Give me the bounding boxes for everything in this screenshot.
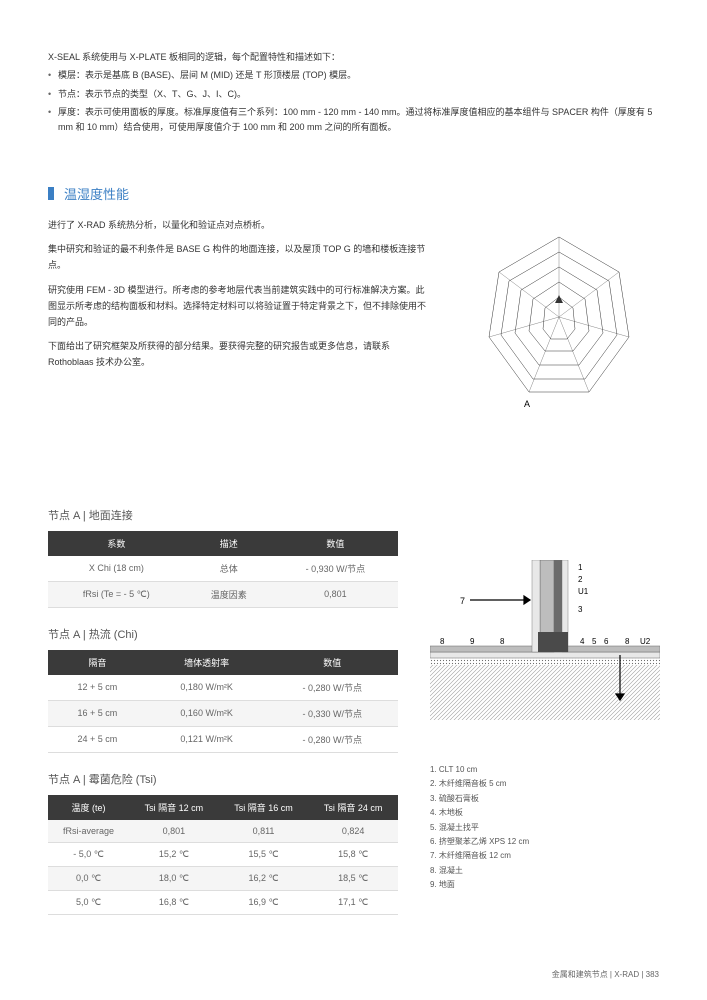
table-row: 12 + 5 cm0,180 W/m²K- 0,280 W/节点 bbox=[48, 675, 398, 701]
paragraph: 下面给出了研究框架及所获得的部分结果。要获得完整的研究报告或更多信息，请联系 R… bbox=[48, 338, 429, 370]
intro-bullet: 模层：表示是基底 B (BASE)、层间 M (MID) 还是 T 形顶楼层 (… bbox=[48, 68, 659, 82]
svg-text:4: 4 bbox=[580, 637, 585, 646]
legend-item: 9. 地面 bbox=[430, 878, 660, 892]
table-row: 24 + 5 cm0,121 W/m²K- 0,280 W/节点 bbox=[48, 726, 398, 752]
svg-text:8: 8 bbox=[500, 637, 505, 646]
table-row: 0,0 ℃18,0 ℃16,2 ℃18,5 ℃ bbox=[48, 866, 398, 890]
legend-item: 6. 挤塑聚苯乙烯 XPS 12 cm bbox=[430, 835, 660, 849]
section-svg: 7 1 2 U1 3 8 9 8 4 5 6 8 U2 bbox=[430, 560, 660, 740]
legend: 1. CLT 10 cm 2. 木纤维隔音板 5 cm 3. 硫酸石膏板 4. … bbox=[430, 763, 660, 893]
legend-item: 4. 木地板 bbox=[430, 806, 660, 820]
table-chi: 隔音 墙体透射率 数值 12 + 5 cm0,180 W/m²K- 0,280 … bbox=[48, 650, 398, 753]
page-footer: 金属和建筑节点 | X-RAD | 383 bbox=[552, 969, 659, 980]
svg-text:6: 6 bbox=[604, 637, 609, 646]
paragraph: 集中研究和验证的最不利条件是 BASE G 构件的地面连接，以及屋顶 TOP G… bbox=[48, 241, 429, 273]
svg-text:8: 8 bbox=[440, 637, 445, 646]
poly-label-a: A bbox=[524, 399, 530, 409]
table-row: X Chi (18 cm) 总体 - 0,930 W/节点 bbox=[48, 556, 398, 582]
th: 隔音 bbox=[48, 650, 147, 675]
section-title-text: 温湿度性能 bbox=[64, 184, 129, 203]
polygon-diagram: A bbox=[459, 217, 659, 417]
svg-text:7: 7 bbox=[460, 596, 465, 606]
svg-text:9: 9 bbox=[470, 637, 475, 646]
intro-line: X-SEAL 系统使用与 X-PLATE 板相同的逻辑，每个配置特性和描述如下： bbox=[48, 50, 659, 64]
intro-bullet: 厚度：表示可使用面板的厚度。标准厚度值有三个系列：100 mm - 120 mm… bbox=[48, 105, 659, 134]
section-title: 温湿度性能 bbox=[48, 184, 659, 203]
intro-block: X-SEAL 系统使用与 X-PLATE 板相同的逻辑，每个配置特性和描述如下：… bbox=[48, 50, 659, 134]
paragraph: 研究使用 FEM - 3D 模型进行。所考虑的参考地层代表当前建筑实践中的可行标… bbox=[48, 282, 429, 331]
th: Tsi 隔音 16 cm bbox=[219, 795, 309, 820]
th: 数值 bbox=[273, 531, 398, 556]
th: 墙体透射率 bbox=[147, 650, 267, 675]
table-coefficients: 系数 描述 数值 X Chi (18 cm) 总体 - 0,930 W/节点 f… bbox=[48, 531, 398, 608]
legend-item: 3. 硫酸石膏板 bbox=[430, 792, 660, 806]
svg-text:1: 1 bbox=[578, 563, 583, 572]
table-row: 16 + 5 cm0,160 W/m²K- 0,330 W/节点 bbox=[48, 700, 398, 726]
paragraph: 进行了 X-RAD 系统热分析，以量化和验证点对点桥析。 bbox=[48, 217, 429, 233]
th: 温度 (te) bbox=[48, 795, 129, 820]
th: 系数 bbox=[48, 531, 185, 556]
th: Tsi 隔音 12 cm bbox=[129, 795, 219, 820]
title-bar-icon bbox=[48, 187, 54, 200]
text-column: 进行了 X-RAD 系统热分析，以量化和验证点对点桥析。 集中研究和验证的最不利… bbox=[48, 217, 429, 417]
svg-text:5: 5 bbox=[592, 637, 597, 646]
legend-item: 7. 木纤维隔音板 12 cm bbox=[430, 849, 660, 863]
two-col-row: 进行了 X-RAD 系统热分析，以量化和验证点对点桥析。 集中研究和验证的最不利… bbox=[48, 217, 659, 417]
sub-title: 节点 A | 地面连接 bbox=[48, 507, 659, 523]
table-row: fRsi (Te = - 5 ℃) 温度因素 0,801 bbox=[48, 581, 398, 607]
svg-text:U2: U2 bbox=[640, 637, 651, 646]
table-tsi: 温度 (te) Tsi 隔音 12 cm Tsi 隔音 16 cm Tsi 隔音… bbox=[48, 795, 398, 915]
svg-text:U1: U1 bbox=[578, 587, 589, 596]
polygon-svg: A bbox=[469, 217, 649, 417]
th: Tsi 隔音 24 cm bbox=[308, 795, 398, 820]
table-row: - 5,0 ℃15,2 ℃15,5 ℃15,8 ℃ bbox=[48, 842, 398, 866]
th: 数值 bbox=[267, 650, 398, 675]
legend-item: 5. 混凝土找平 bbox=[430, 821, 660, 835]
th: 描述 bbox=[185, 531, 273, 556]
table-row: 5,0 ℃16,8 ℃16,9 ℃17,1 ℃ bbox=[48, 890, 398, 914]
section-diagram: 7 1 2 U1 3 8 9 8 4 5 6 8 U2 1. CLT 10 cm… bbox=[430, 560, 660, 893]
legend-item: 1. CLT 10 cm bbox=[430, 763, 660, 777]
svg-text:3: 3 bbox=[578, 605, 583, 614]
svg-text:8: 8 bbox=[625, 637, 630, 646]
svg-text:2: 2 bbox=[578, 575, 583, 584]
legend-item: 8. 混凝土 bbox=[430, 864, 660, 878]
legend-item: 2. 木纤维隔音板 5 cm bbox=[430, 777, 660, 791]
intro-bullet: 节点：表示节点的类型（X、T、G、J、I、C)。 bbox=[48, 87, 659, 101]
table-row: fRsi-average0,8010,8110,824 bbox=[48, 820, 398, 843]
